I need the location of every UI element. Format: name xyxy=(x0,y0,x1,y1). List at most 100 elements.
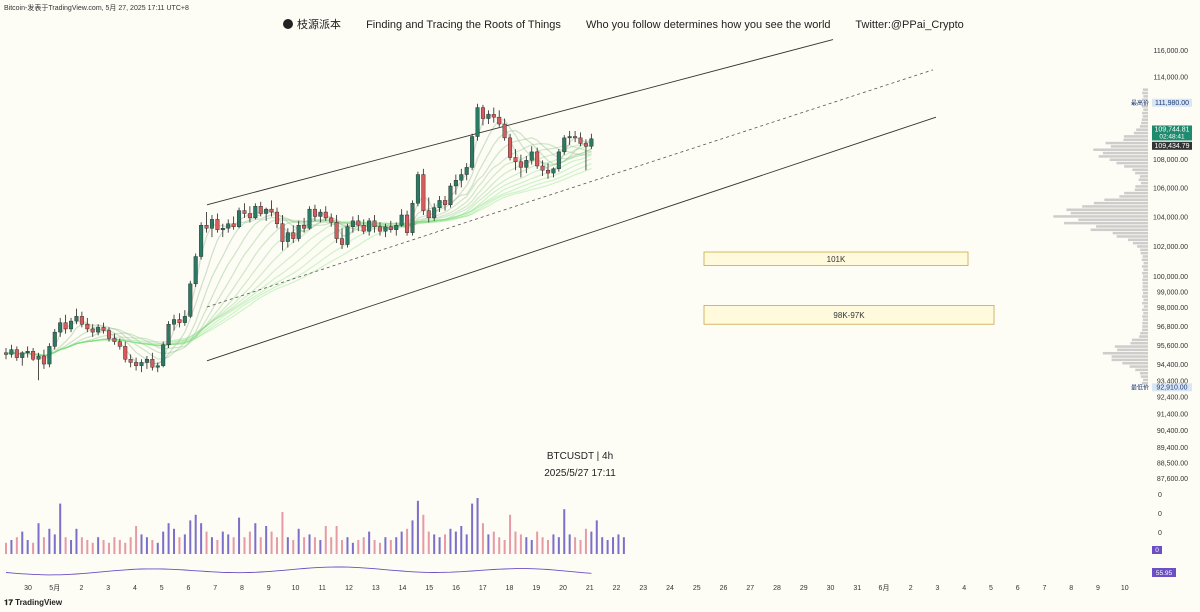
time-tick-label: 27 xyxy=(746,585,754,592)
volume-profile-bar xyxy=(1143,298,1148,302)
volume-bar xyxy=(503,540,506,554)
volume-bar xyxy=(303,537,306,554)
volume-bar xyxy=(53,534,56,554)
candle-body xyxy=(480,107,485,119)
price-tick-label: 106,000.00 xyxy=(1153,185,1188,192)
volume-profile-bar xyxy=(1143,275,1148,278)
volume-profile-bar xyxy=(1141,118,1148,121)
volume-bars xyxy=(5,498,625,554)
volume-profile-bar xyxy=(1141,258,1148,262)
time-tick-label: 3 xyxy=(106,585,110,592)
volume-profile-bar xyxy=(1142,328,1148,332)
price-marker-countdown: 02:48:41 xyxy=(1159,133,1185,140)
volume-bar xyxy=(346,537,349,554)
volume-profile-bar xyxy=(1102,151,1148,155)
volume-bar xyxy=(276,537,278,554)
candle-body xyxy=(302,225,307,229)
volume-bar xyxy=(368,531,371,554)
volume-profile-bar xyxy=(1143,305,1148,308)
volume-profile-bar xyxy=(1122,361,1148,365)
candle-body xyxy=(334,222,339,239)
candle-body xyxy=(182,316,187,323)
volume-bar xyxy=(514,531,517,554)
volume-profile-bar xyxy=(1142,278,1148,282)
volume-bar xyxy=(357,540,360,554)
candle-body xyxy=(367,220,372,232)
ma-ribbon-line xyxy=(5,144,592,357)
candle-body xyxy=(275,211,280,224)
candle-body xyxy=(231,223,236,227)
ma-ribbon-line xyxy=(5,137,592,357)
volume-profile-bar xyxy=(1140,251,1148,255)
volume-profile-bar xyxy=(1111,355,1148,358)
volume-bar xyxy=(579,540,582,554)
volume-profile-bar xyxy=(1140,181,1148,185)
volume-bar xyxy=(335,526,338,554)
volume-bar xyxy=(5,542,7,554)
candle-body xyxy=(269,208,274,213)
volume-profile xyxy=(1053,88,1148,388)
candle-body xyxy=(567,136,572,139)
candle-body xyxy=(188,283,193,317)
volume-bar xyxy=(37,523,40,554)
volume-axis-label: 0 xyxy=(1158,530,1162,537)
price-tick-label: 100,000.00 xyxy=(1153,274,1188,281)
candle-body xyxy=(172,319,177,325)
time-tick-label: 24 xyxy=(666,585,674,592)
time-tick-label: 2 xyxy=(80,585,84,592)
volume-bar xyxy=(476,498,479,554)
volume-axis-label: 0 xyxy=(1158,492,1162,499)
ma-ribbon-line xyxy=(5,145,592,357)
volume-bar xyxy=(270,531,273,554)
volume-profile-bar xyxy=(1139,175,1148,178)
volume-bar xyxy=(281,512,284,554)
watermark-datetime: 2025/5/27 17:11 xyxy=(544,468,616,479)
volume-profile-bar xyxy=(1142,288,1148,292)
price-tick-label: 95,600.00 xyxy=(1157,343,1188,350)
candle-body xyxy=(377,226,382,232)
price-marker-value: 109,434.79 xyxy=(1154,143,1189,150)
candle-body xyxy=(535,151,540,167)
volume-bar xyxy=(232,537,235,554)
time-tick-label: 9 xyxy=(267,585,271,592)
volume-profile-bar xyxy=(1142,321,1148,325)
volume-profile-bar xyxy=(1140,375,1148,378)
volume-profile-bar xyxy=(1143,108,1148,111)
volume-bar xyxy=(48,528,51,554)
candle-body xyxy=(394,225,399,230)
volume-profile-bar xyxy=(1135,185,1148,188)
time-tick-label: 6 xyxy=(1016,585,1020,592)
time-tick-label: 9 xyxy=(1096,585,1100,592)
time-tick-label: 11 xyxy=(319,585,326,592)
volume-bar xyxy=(210,537,213,554)
volume-bar xyxy=(319,540,322,554)
volume-axis-label: 0 xyxy=(1158,511,1162,518)
candle-body xyxy=(464,167,469,175)
candle-body xyxy=(280,223,285,242)
volume-bar xyxy=(102,540,105,554)
volume-bar xyxy=(481,523,484,554)
volume-profile-bar xyxy=(1133,131,1148,135)
ma-ribbon-line xyxy=(5,158,592,357)
candle-body xyxy=(410,203,415,233)
volume-bar xyxy=(32,542,35,554)
candle-body xyxy=(551,168,556,174)
volume-profile-bar xyxy=(1140,331,1148,335)
volume-profile-bar xyxy=(1143,268,1148,272)
volume-bar xyxy=(427,531,430,554)
time-tick-label: 8 xyxy=(240,585,244,592)
volume-bar xyxy=(525,537,528,554)
volume-profile-bar xyxy=(1132,241,1148,245)
price-tick-label: 94,400.00 xyxy=(1157,362,1188,369)
volume-profile-bar xyxy=(1102,351,1148,355)
volume-bar xyxy=(97,537,100,554)
author-slogan: Finding and Tracing the Roots of Things xyxy=(366,19,561,31)
price-marker-box xyxy=(1152,141,1192,150)
volume-bar xyxy=(286,537,289,554)
candle-body xyxy=(518,161,523,168)
price-tick-label: 98,000.00 xyxy=(1157,305,1188,312)
volume-bar xyxy=(351,542,354,554)
volume-profile-bar xyxy=(1139,371,1148,375)
volume-bar xyxy=(568,534,571,554)
